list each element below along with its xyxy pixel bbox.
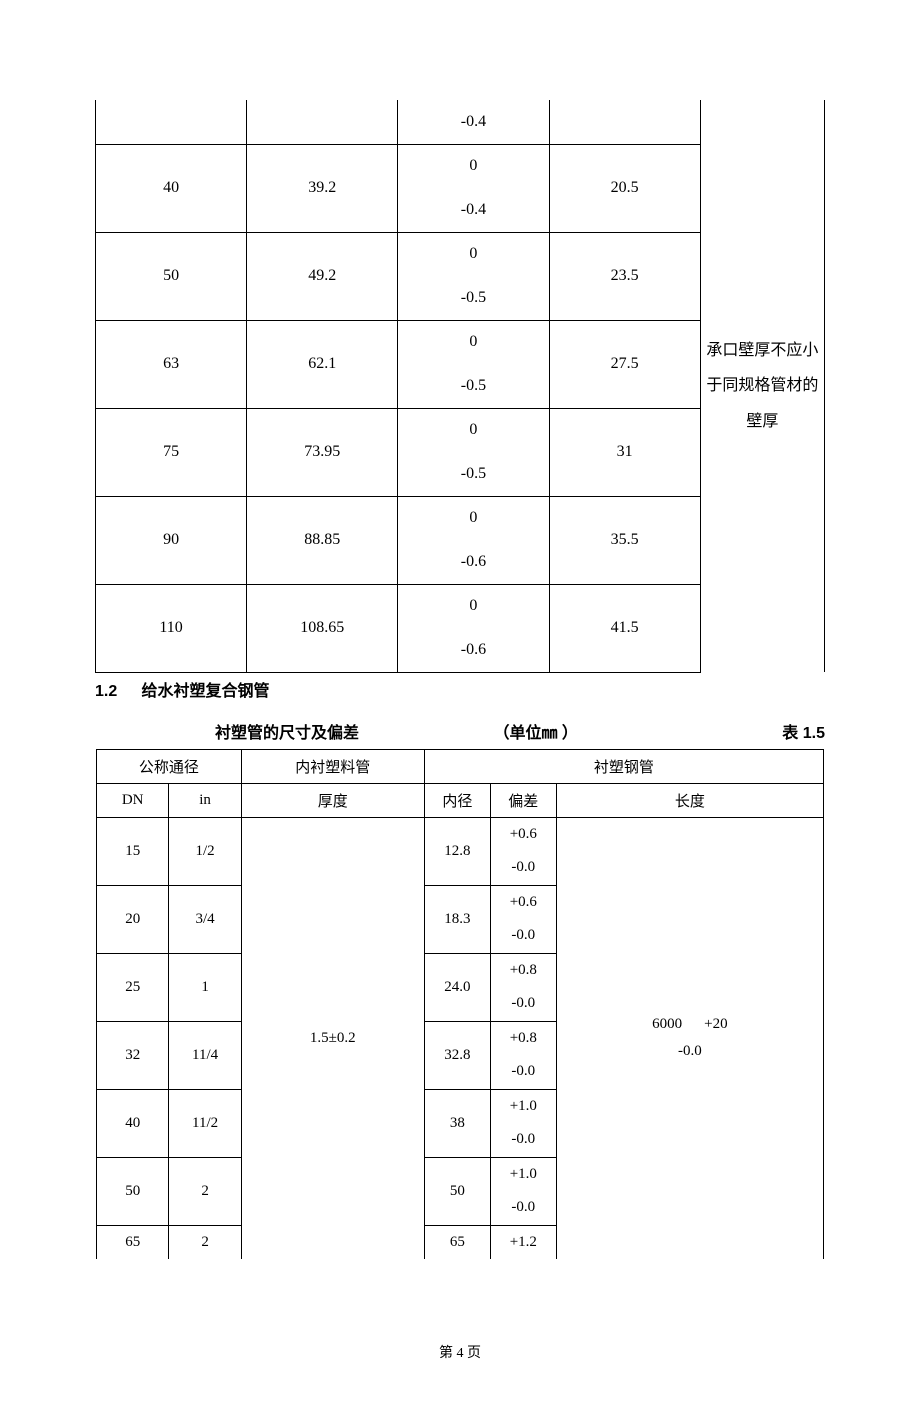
cell: 27.5 bbox=[549, 320, 700, 408]
cell: -0.5 bbox=[398, 276, 549, 320]
cell: 41.5 bbox=[549, 584, 700, 672]
cell bbox=[549, 100, 700, 144]
cell: +1.2 bbox=[490, 1225, 556, 1259]
th-sub: 厚度 bbox=[241, 783, 424, 817]
cell: 40 bbox=[96, 144, 247, 232]
caption-label: 表 1.5 bbox=[782, 719, 825, 743]
cell: 50 bbox=[96, 232, 247, 320]
cell: 0 bbox=[398, 496, 549, 540]
th-sub: in bbox=[169, 783, 241, 817]
cell: -0.0 bbox=[490, 919, 556, 953]
cell: +0.6 bbox=[490, 885, 556, 919]
cell: -0.5 bbox=[398, 364, 549, 408]
cell bbox=[96, 100, 247, 144]
cell: 1/2 bbox=[169, 817, 241, 885]
cell: 0 bbox=[398, 320, 549, 364]
len-minus: -0.0 bbox=[558, 1043, 822, 1060]
cell: +1.0 bbox=[490, 1089, 556, 1123]
cell: -0.6 bbox=[398, 628, 549, 672]
th-group: 公称通径 bbox=[97, 749, 242, 783]
cell: 1 bbox=[169, 953, 241, 1021]
cell: 35.5 bbox=[549, 496, 700, 584]
page-content: -0.4 承口壁厚不应小于同规格管材的壁厚 40 39.2 0 20.5 -0.… bbox=[0, 100, 920, 1259]
cell: 20 bbox=[97, 885, 169, 953]
cell: -0.6 bbox=[398, 540, 549, 584]
cell: 39.2 bbox=[247, 144, 398, 232]
cell: -0.0 bbox=[490, 1055, 556, 1089]
table-row: -0.4 承口壁厚不应小于同规格管材的壁厚 bbox=[96, 100, 825, 144]
cell: 15 bbox=[97, 817, 169, 885]
cell: 75 bbox=[96, 408, 247, 496]
table-2: 公称通径 内衬塑料管 衬塑钢管 DN in 厚度 内径 偏差 长度 15 1/2… bbox=[96, 749, 824, 1260]
cell: 38 bbox=[424, 1089, 490, 1157]
cell: -0.0 bbox=[490, 1123, 556, 1157]
cell: -0.4 bbox=[398, 100, 549, 144]
cell: -0.0 bbox=[490, 1191, 556, 1225]
cell: +0.8 bbox=[490, 1021, 556, 1055]
th-sub: DN bbox=[97, 783, 169, 817]
cell: 2 bbox=[169, 1157, 241, 1225]
cell: 110 bbox=[96, 584, 247, 672]
cell bbox=[247, 100, 398, 144]
cell-thickness: 1.5±0.2 bbox=[241, 817, 424, 1259]
cell: 65 bbox=[424, 1225, 490, 1259]
cell: +0.8 bbox=[490, 953, 556, 987]
cell: 49.2 bbox=[247, 232, 398, 320]
caption-unit: （单位㎜ ） bbox=[493, 719, 577, 743]
section-heading: 1.2 给水衬塑复合钢管 bbox=[95, 677, 825, 701]
cell: -0.4 bbox=[398, 188, 549, 232]
cell: +1.0 bbox=[490, 1157, 556, 1191]
cell-length: 6000 +20 -0.0 bbox=[556, 817, 823, 1259]
cell: 11/2 bbox=[169, 1089, 241, 1157]
table-1: -0.4 承口壁厚不应小于同规格管材的壁厚 40 39.2 0 20.5 -0.… bbox=[95, 100, 825, 673]
cell: 50 bbox=[97, 1157, 169, 1225]
th-sub: 偏差 bbox=[490, 783, 556, 817]
cell: 88.85 bbox=[247, 496, 398, 584]
table-caption: 衬塑管的尺寸及偏差 （单位㎜ ） 表 1.5 bbox=[95, 719, 825, 743]
cell: 2 bbox=[169, 1225, 241, 1259]
cell: 0 bbox=[398, 144, 549, 188]
cell: 0 bbox=[398, 232, 549, 276]
th-sub: 长度 bbox=[556, 783, 823, 817]
cell: 62.1 bbox=[247, 320, 398, 408]
cell: 32.8 bbox=[424, 1021, 490, 1089]
cell: 11/4 bbox=[169, 1021, 241, 1089]
cell: 18.3 bbox=[424, 885, 490, 953]
len-plus: +20 bbox=[704, 1016, 727, 1033]
cell: 73.95 bbox=[247, 408, 398, 496]
cell: 20.5 bbox=[549, 144, 700, 232]
cell: -0.0 bbox=[490, 987, 556, 1021]
th-group: 衬塑钢管 bbox=[424, 749, 823, 783]
caption-title: 衬塑管的尺寸及偏差 bbox=[215, 719, 359, 743]
cell: 65 bbox=[97, 1225, 169, 1259]
cell: 25 bbox=[97, 953, 169, 1021]
cell: 0 bbox=[398, 584, 549, 628]
cell: +0.6 bbox=[490, 817, 556, 851]
cell: 32 bbox=[97, 1021, 169, 1089]
cell: -0.5 bbox=[398, 452, 549, 496]
cell: 24.0 bbox=[424, 953, 490, 1021]
cell: 40 bbox=[97, 1089, 169, 1157]
cell: 50 bbox=[424, 1157, 490, 1225]
note-cell: 承口壁厚不应小于同规格管材的壁厚 bbox=[700, 100, 824, 672]
cell: 12.8 bbox=[424, 817, 490, 885]
cell: 0 bbox=[398, 408, 549, 452]
cell: 108.65 bbox=[247, 584, 398, 672]
cell: 63 bbox=[96, 320, 247, 408]
table-row: 15 1/2 1.5±0.2 12.8 +0.6 6000+20 -0.0 bbox=[97, 817, 824, 851]
section-title: 给水衬塑复合钢管 bbox=[141, 683, 269, 700]
len-main: 6000 bbox=[652, 1016, 682, 1033]
section-number: 1.2 bbox=[95, 683, 137, 701]
cell: -0.0 bbox=[490, 851, 556, 885]
th-sub: 内径 bbox=[424, 783, 490, 817]
page-number: 第 4 页 bbox=[0, 1342, 920, 1362]
cell: 23.5 bbox=[549, 232, 700, 320]
cell: 31 bbox=[549, 408, 700, 496]
cell: 90 bbox=[96, 496, 247, 584]
th-group: 内衬塑料管 bbox=[241, 749, 424, 783]
cell: 3/4 bbox=[169, 885, 241, 953]
